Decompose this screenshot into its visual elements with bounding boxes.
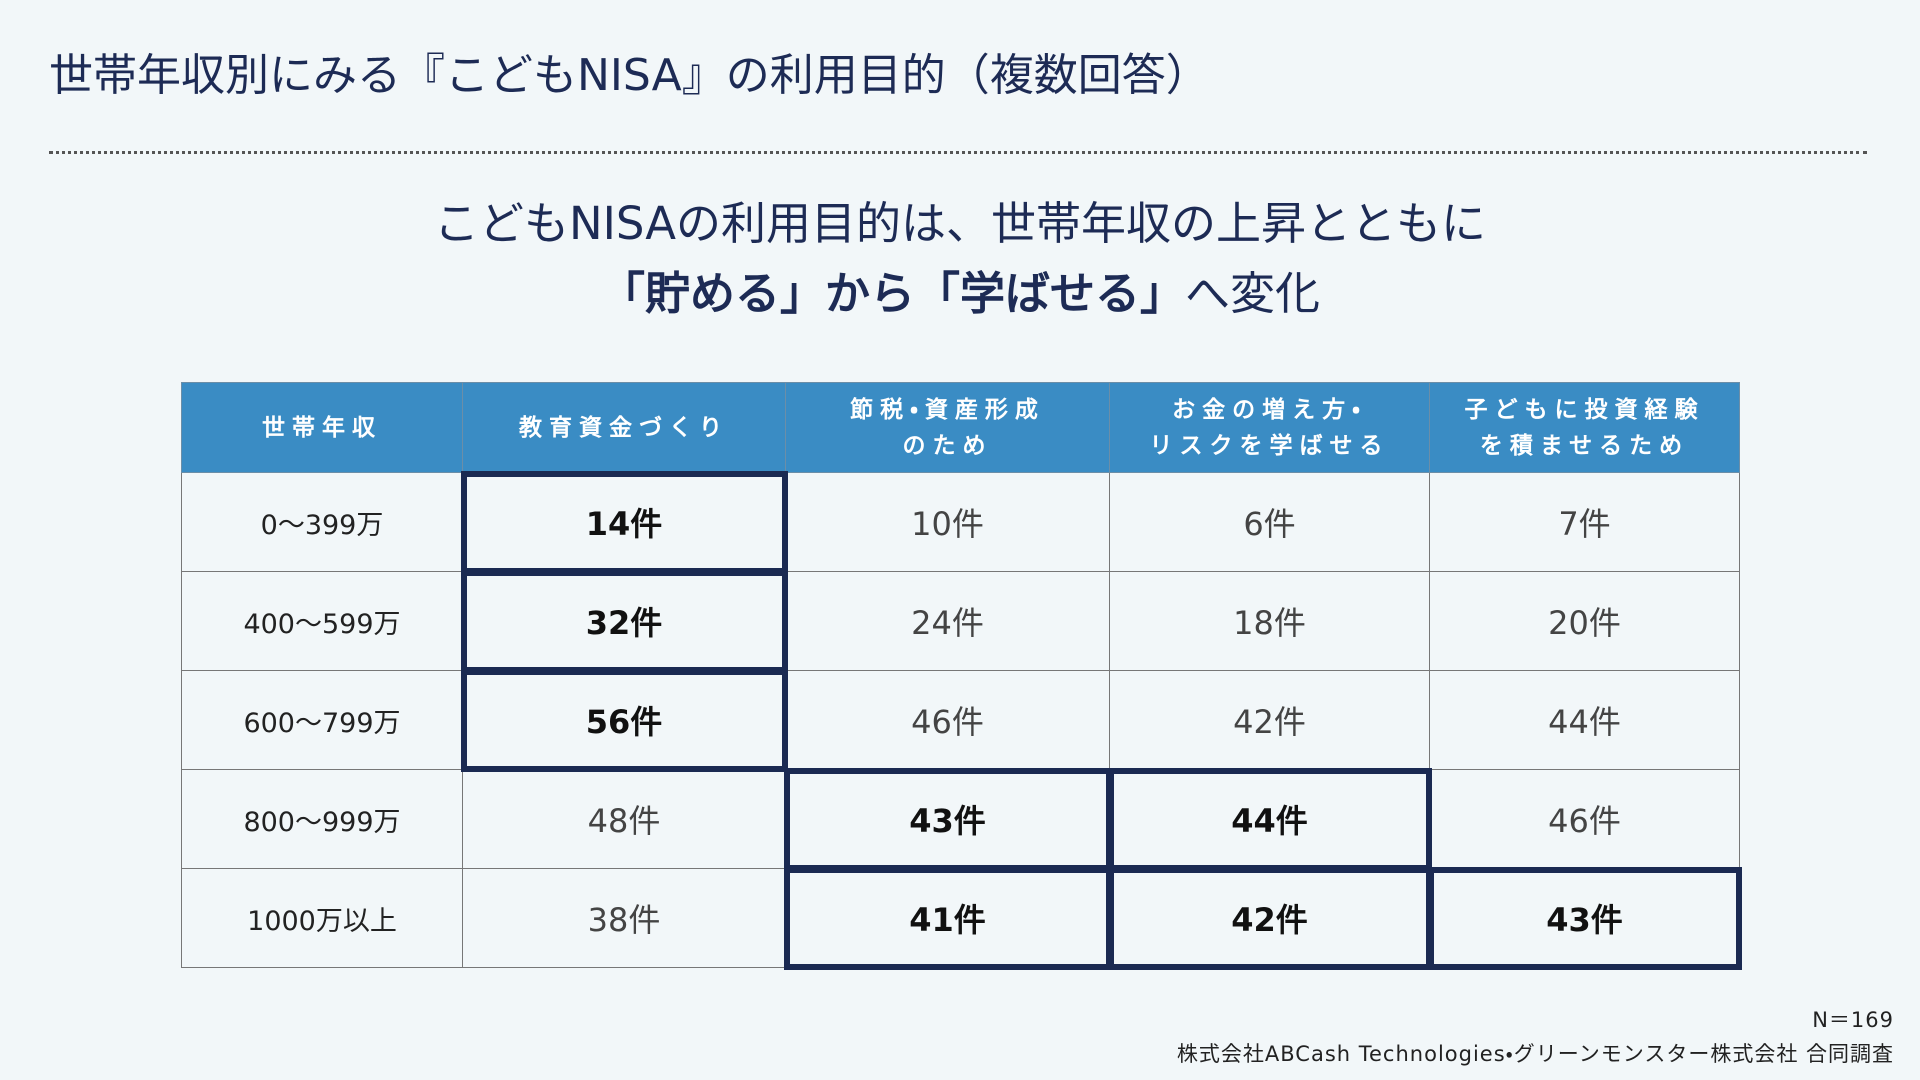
divider: [49, 151, 1867, 154]
row-label: 400〜599万: [181, 571, 463, 671]
cell: 6件: [1109, 472, 1430, 572]
cell: 18件: [1109, 571, 1430, 671]
cell: 44件: [1429, 670, 1740, 770]
cell: 43件: [783, 767, 1112, 871]
row: 600〜799万 56件 46件 42件 44件: [181, 668, 1740, 772]
headline-bold: 「貯める」から「学ばせる」: [599, 267, 1185, 320]
sample-size: N＝169: [1812, 1008, 1894, 1032]
row-label: 0〜399万: [181, 472, 463, 572]
cell: 38件: [462, 868, 786, 968]
cell: 46件: [785, 670, 1110, 770]
header-row: 世帯年収 教育資金づくり 節税・資産形成 のため お金の増え方・ リスクを学ばせる 子ど…: [181, 382, 1740, 473]
headline: こどもNISAの利用目的は、世帯年収の上昇とともに: [433, 197, 1487, 250]
cell: 24件: [785, 571, 1110, 671]
row-label: 600〜799万: [181, 670, 463, 770]
cell: 48件: [462, 769, 786, 869]
row-label: 800〜999万: [181, 769, 463, 869]
table: 世帯年収 教育資金づくり 節税・資産形成 のため お金の増え方・ リスクを学ばせる 子ど…: [181, 382, 1742, 970]
title: 世帯年収別にみる『こどもNISA』の利用目的（複数回答）: [49, 50, 1210, 101]
source: 株式会社ABCash Technologies・グリーンモンスター株式会社 合同…: [1176, 1042, 1894, 1066]
row: 1000万以上 38件 41件 42件 43件: [181, 866, 1742, 970]
cell: 43件: [1427, 866, 1742, 970]
header-cell: 世帯年収: [181, 382, 463, 473]
cell: 46件: [1429, 769, 1740, 869]
row: 400〜599万 32件 24件 18件 20件: [181, 569, 1740, 673]
headline-rest: へ変化: [1185, 267, 1321, 320]
cell: 7件: [1429, 472, 1740, 572]
cell: 56件: [460, 668, 788, 772]
cell: 42件: [1109, 670, 1430, 770]
cell: 32件: [460, 569, 788, 673]
header-cell: 節税・資産形成 のため: [785, 382, 1110, 473]
header-cell: 子どもに投資経験 を積ませるため: [1429, 382, 1740, 473]
cell: 42件: [1107, 866, 1432, 970]
cell: 20件: [1429, 571, 1740, 671]
cell: 10件: [785, 472, 1110, 572]
cell: 41件: [783, 866, 1112, 970]
headline: 「貯める」から「学ばせる」へ変化: [0, 264, 1920, 324]
cell: 14件: [460, 470, 788, 574]
table-body: 0〜399万 14件 10件 6件 7件 400〜599万 32件 24件 18件 20件 600〜…: [181, 470, 1742, 970]
header-cell: 教育資金づくり: [462, 382, 786, 473]
cell: 44件: [1107, 767, 1432, 871]
header-cell: お金の増え方・ リスクを学ばせる: [1109, 382, 1430, 473]
row: 800〜999万 48件 43件 44件 46件: [181, 767, 1740, 871]
row-label: 1000万以上: [181, 868, 463, 968]
row: 0〜399万 14件 10件 6件 7件: [181, 470, 1740, 574]
